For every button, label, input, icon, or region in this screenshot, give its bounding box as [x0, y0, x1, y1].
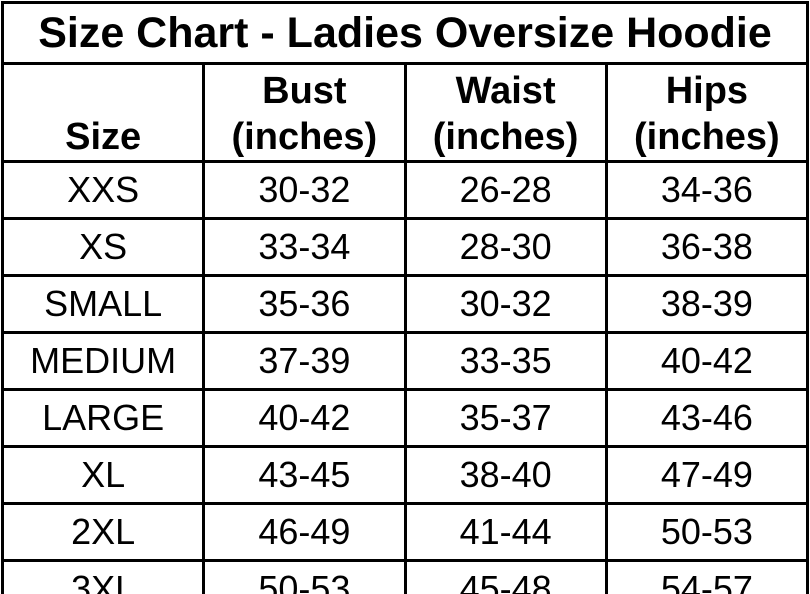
size-cell: 3XL: [0, 559, 206, 594]
waist-cell: 33-35: [403, 331, 608, 391]
bust-cell: 35-36: [202, 274, 407, 334]
waist-cell: 30-32: [403, 274, 608, 334]
size-cell: SMALL: [0, 274, 206, 334]
bust-cell: 46-49: [202, 502, 407, 562]
bust-cell: 30-32: [202, 160, 407, 220]
page-title: Size Chart - Ladies Oversize Hoodie: [1, 1, 809, 65]
hips-cell: 34-36: [604, 160, 810, 220]
column-header-size: Size: [0, 62, 206, 163]
waist-cell: 38-40: [403, 445, 608, 505]
table-row: MEDIUM 37-39 33-35 40-42: [0, 331, 810, 391]
table-row: XL 43-45 38-40 47-49: [0, 445, 810, 505]
column-header-hips: Hips (inches): [604, 62, 810, 163]
header-bust-label: Bust: [262, 70, 347, 112]
hips-cell: 50-53: [604, 502, 810, 562]
header-bust-units: (inches): [231, 116, 378, 158]
hips-cell: 40-42: [604, 331, 810, 391]
hips-cell: 47-49: [604, 445, 810, 505]
table-row: 3XL 50-53 45-48 54-57: [0, 559, 810, 594]
waist-cell: 35-37: [403, 388, 608, 448]
hips-cell: 38-39: [604, 274, 810, 334]
header-size-label: Size: [65, 116, 142, 158]
header-row: Size Bust (inches) Waist (inches) Hips (…: [0, 62, 810, 163]
size-cell: XS: [0, 217, 206, 277]
bust-cell: 43-45: [202, 445, 407, 505]
size-cell: LARGE: [0, 388, 206, 448]
size-cell: MEDIUM: [0, 331, 206, 391]
title-row: Size Chart - Ladies Oversize Hoodie: [1, 1, 809, 65]
column-header-bust: Bust (inches): [202, 62, 407, 163]
size-cell: 2XL: [0, 502, 206, 562]
waist-cell: 45-48: [403, 559, 608, 594]
waist-cell: 28-30: [403, 217, 608, 277]
hips-cell: 43-46: [604, 388, 810, 448]
header-waist-label: Waist: [455, 70, 556, 112]
table-row: LARGE 40-42 35-37 43-46: [0, 388, 810, 448]
waist-cell: 26-28: [403, 160, 608, 220]
bust-cell: 37-39: [202, 331, 407, 391]
bust-cell: 33-34: [202, 217, 407, 277]
bust-cell: 50-53: [202, 559, 407, 594]
header-waist-units: (inches): [432, 116, 579, 158]
size-cell: XL: [0, 445, 206, 505]
waist-cell: 41-44: [403, 502, 608, 562]
bust-cell: 40-42: [202, 388, 407, 448]
column-header-waist: Waist (inches): [403, 62, 608, 163]
header-hips-units: (inches): [634, 116, 780, 158]
size-cell: XXS: [0, 160, 206, 220]
table-row: XXS 30-32 26-28 34-36: [0, 160, 810, 220]
table-row: 2XL 46-49 41-44 50-53: [0, 502, 810, 562]
header-hips-label: Hips: [665, 70, 749, 112]
hips-cell: 36-38: [604, 217, 810, 277]
table-row: XS 33-34 28-30 36-38: [0, 217, 810, 277]
hips-cell: 54-57: [604, 559, 810, 594]
table-row: SMALL 35-36 30-32 38-39: [0, 274, 810, 334]
